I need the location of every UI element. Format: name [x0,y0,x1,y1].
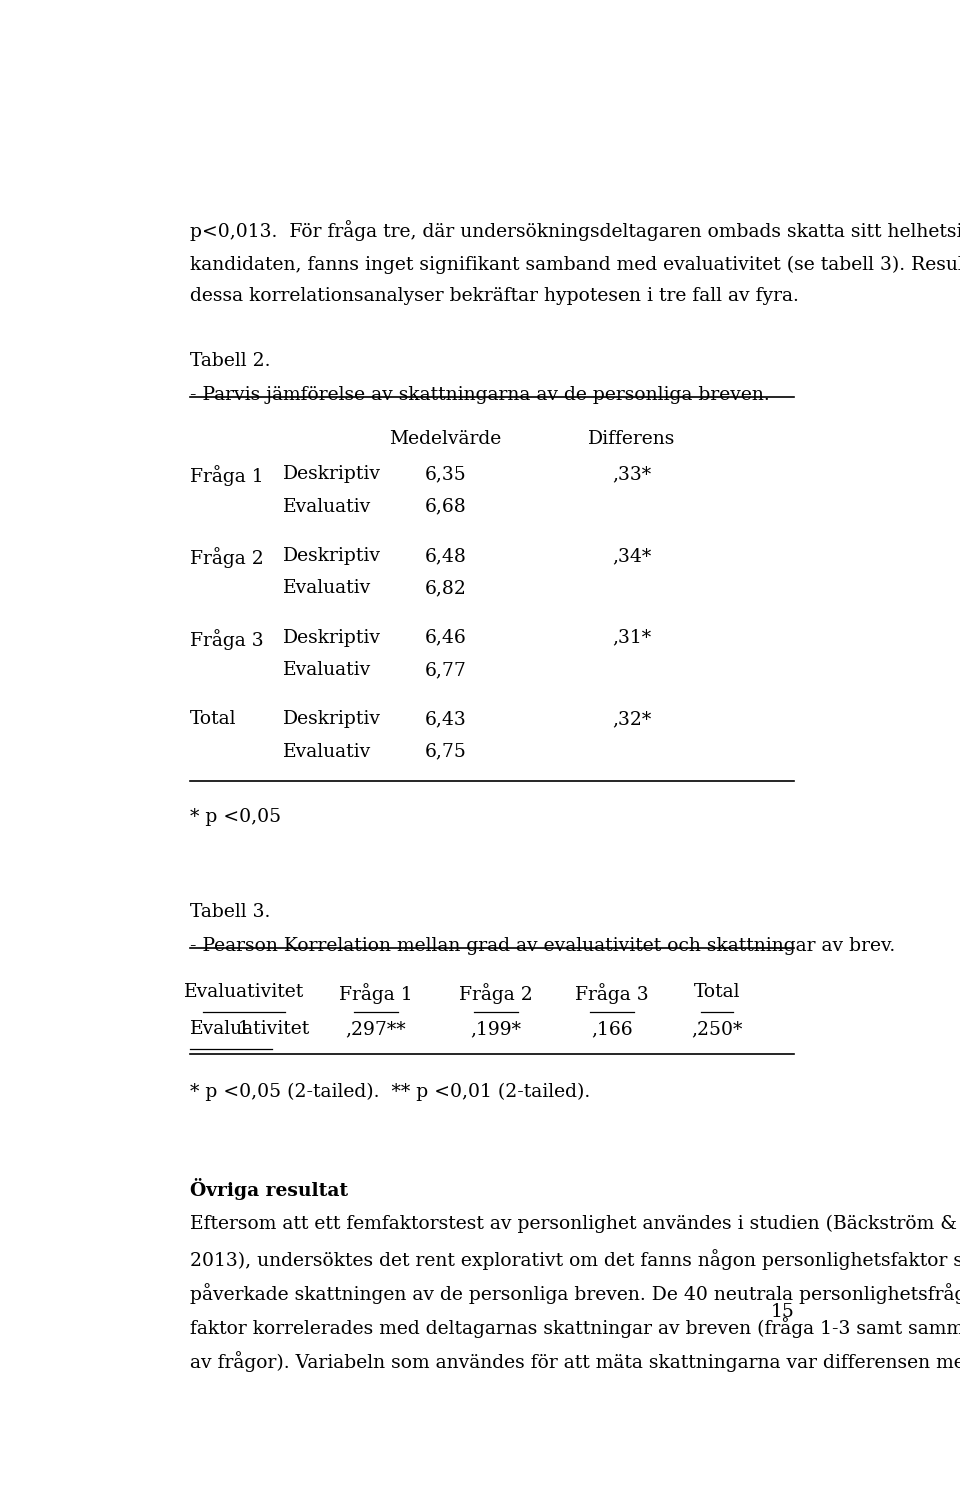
Text: Deskriptiv: Deskriptiv [283,546,381,564]
Text: Tabell 2.: Tabell 2. [190,352,271,370]
Text: ,166: ,166 [591,1020,633,1038]
Text: Deskriptiv: Deskriptiv [283,465,381,483]
Text: Tabell 3.: Tabell 3. [190,902,270,920]
Text: * p <0,05: * p <0,05 [190,809,281,825]
Text: Evaluativ: Evaluativ [283,579,371,598]
Text: 6,82: 6,82 [424,579,467,598]
Text: 6,35: 6,35 [424,465,467,483]
Text: ,34*: ,34* [612,546,651,564]
Text: Evaluativ: Evaluativ [283,742,371,761]
Text: 2013), undersöktes det rent explorativt om det fanns någon personlighetsfaktor s: 2013), undersöktes det rent explorativt … [190,1249,960,1271]
Text: - Pearson Korrelation mellan grad av evaluativitet och skattningar av brev.: - Pearson Korrelation mellan grad av eva… [190,937,895,955]
Text: Övriga resultat: Övriga resultat [190,1179,348,1200]
Text: * p <0,05 (2-tailed).  ** p <0,01 (2-tailed).: * p <0,05 (2-tailed). ** p <0,01 (2-tail… [190,1083,590,1102]
Text: Fråga 3: Fråga 3 [575,982,649,1003]
Text: 6,43: 6,43 [424,711,467,729]
Text: Fråga 1: Fråga 1 [190,465,263,486]
Text: Evaluativ: Evaluativ [283,661,371,679]
Text: ,297**: ,297** [346,1020,406,1038]
Text: påverkade skattningen av de personliga breven. De 40 neutrala personlighetsfrågo: påverkade skattningen av de personliga b… [190,1283,960,1304]
Text: Fråga 2: Fråga 2 [459,982,533,1003]
Text: Fråga 1: Fråga 1 [339,982,413,1003]
Text: Total: Total [693,982,740,1000]
Text: - Parvis jämförelse av skattningarna av de personliga breven.: - Parvis jämförelse av skattningarna av … [190,386,770,404]
Text: 6,75: 6,75 [424,742,467,761]
Text: ,33*: ,33* [612,465,651,483]
Text: Medelvärde: Medelvärde [390,430,502,448]
Text: Fråga 2: Fråga 2 [190,546,263,567]
Text: av frågor). Variabeln som användes för att mäta skattningarna var differensen me: av frågor). Variabeln som användes för a… [190,1351,960,1372]
Text: 6,46: 6,46 [424,629,467,646]
Text: 6,77: 6,77 [424,661,467,679]
Text: p<0,013.  För fråga tre, där undersökningsdeltagaren ombads skatta sitt helhetsi: p<0,013. För fråga tre, där undersökning… [190,220,960,240]
Text: Evaluativitet: Evaluativitet [190,1020,310,1038]
Text: Eftersom att ett femfaktorstest av personlighet användes i studien (Bäckström & : Eftersom att ett femfaktorstest av perso… [190,1215,960,1233]
Text: ,31*: ,31* [612,629,651,646]
Text: 6,48: 6,48 [424,546,467,564]
Text: 15: 15 [770,1304,794,1322]
Text: Total: Total [190,711,236,729]
Text: faktor korrelerades med deltagarnas skattningar av breven (fråga 1-3 samt samman: faktor korrelerades med deltagarnas skat… [190,1317,960,1338]
Text: Deskriptiv: Deskriptiv [283,711,381,729]
Text: kandidaten, fanns inget signifikant samband med evaluativitet (se tabell 3). Res: kandidaten, fanns inget signifikant samb… [190,254,960,275]
Text: Evaluativitet: Evaluativitet [184,982,304,1000]
Text: Evaluativ: Evaluativ [283,498,371,516]
Text: Fråga 3: Fråga 3 [190,629,263,649]
Text: ,250*: ,250* [691,1020,742,1038]
Text: ,199*: ,199* [470,1020,521,1038]
Text: 6,68: 6,68 [424,498,467,516]
Text: dessa korrelationsanalyser bekräftar hypotesen i tre fall av fyra.: dessa korrelationsanalyser bekräftar hyp… [190,287,799,305]
Text: 1: 1 [238,1020,250,1038]
Text: Deskriptiv: Deskriptiv [283,629,381,646]
Text: ,32*: ,32* [612,711,651,729]
Text: Differens: Differens [588,430,675,448]
